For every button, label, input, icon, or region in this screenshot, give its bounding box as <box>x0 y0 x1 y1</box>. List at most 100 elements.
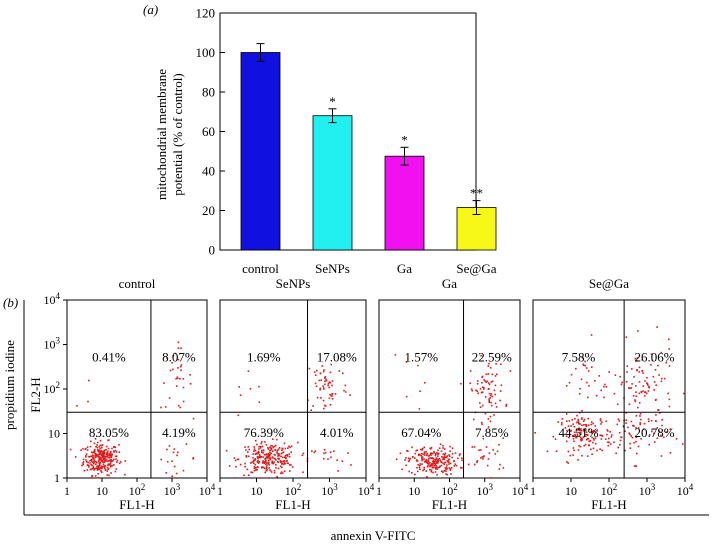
flow-event <box>100 454 103 456</box>
flow-event <box>480 421 483 424</box>
flow-event <box>619 439 622 442</box>
flow-event <box>592 447 595 450</box>
flow-event <box>182 469 185 472</box>
flow-event <box>485 446 488 448</box>
flow-event <box>637 406 639 409</box>
flow-event <box>599 419 602 422</box>
flow-event <box>546 450 549 453</box>
flow-event <box>319 372 322 374</box>
flow-event <box>243 474 245 477</box>
flow-event <box>447 461 449 463</box>
flow-event <box>653 441 656 443</box>
flow-event <box>171 475 173 478</box>
flow-event <box>430 446 433 449</box>
flow-event <box>442 471 444 474</box>
flow-event <box>587 417 589 420</box>
flow-event <box>266 462 268 464</box>
flow-event <box>100 470 102 472</box>
flow-event <box>238 386 240 388</box>
flow-x-tick-label: 104 <box>677 482 694 498</box>
flow-event <box>565 385 568 387</box>
flow-event <box>430 452 432 454</box>
flow-event <box>177 341 180 344</box>
flow-event <box>89 445 92 448</box>
flow-event <box>281 452 284 454</box>
flow-event <box>85 459 87 461</box>
flow-event <box>648 443 650 446</box>
flow-event <box>327 384 329 387</box>
flow-event <box>98 466 100 469</box>
flow-event <box>283 462 286 464</box>
flow-event <box>454 463 457 465</box>
flow-event <box>265 459 267 461</box>
flow-event <box>94 468 96 470</box>
flow-event <box>479 406 482 408</box>
flow-event <box>599 434 601 437</box>
flow-event <box>638 392 641 395</box>
flow-event <box>445 466 448 468</box>
flow-event <box>288 455 291 458</box>
flow-event <box>179 377 181 380</box>
flow-event <box>102 458 105 461</box>
flow-event <box>329 451 332 453</box>
flow-event <box>284 454 287 457</box>
flow-event <box>279 459 282 462</box>
flow-x-tick-label: 1 <box>530 484 536 498</box>
flow-event <box>648 386 650 389</box>
flow-dots-ga <box>394 354 512 479</box>
flow-event <box>419 468 421 470</box>
flow-event <box>260 442 262 445</box>
flow-event <box>592 441 594 444</box>
flow-event <box>665 361 667 364</box>
flow-event <box>192 457 195 459</box>
flow-event <box>608 437 610 440</box>
flow-event <box>165 472 167 474</box>
flow-event <box>607 430 609 432</box>
flow-event <box>489 367 492 369</box>
flow-event <box>622 425 625 427</box>
flow-event <box>434 466 436 469</box>
flow-event <box>328 386 330 389</box>
flow-event <box>580 438 582 440</box>
flow-event <box>251 461 253 463</box>
flow-event <box>617 418 620 420</box>
flow-event <box>98 458 101 460</box>
flow-event <box>483 387 485 389</box>
flow-event <box>555 450 558 452</box>
flow-event <box>91 474 93 477</box>
flow-event <box>182 378 185 380</box>
flow-event <box>271 445 274 447</box>
flow-event <box>114 455 117 458</box>
flow-event <box>323 452 325 455</box>
flow-event <box>437 466 440 469</box>
flow-x-tick-exponent: 4 <box>211 482 216 492</box>
flow-event <box>435 460 437 462</box>
flow-event <box>110 456 113 458</box>
flow-event <box>438 466 441 468</box>
flow-event <box>633 376 635 378</box>
flow-event <box>451 452 454 455</box>
flow-event <box>94 448 96 451</box>
flow-event <box>591 366 593 368</box>
flow-event <box>476 461 478 464</box>
flow-event <box>118 451 121 453</box>
flow-event <box>280 471 283 473</box>
flow-event <box>591 431 594 433</box>
quadrant-percent-upper-left-ga: 1.57% <box>404 350 438 365</box>
flow-event <box>490 404 493 407</box>
flow-event <box>570 425 572 427</box>
flow-event <box>234 477 236 479</box>
flow-event <box>256 443 258 446</box>
flow-event <box>94 475 97 477</box>
quadrant-percent-lower-left-ga: 67.04% <box>401 425 441 440</box>
flow-event <box>421 449 423 451</box>
flow-event <box>265 469 268 472</box>
flow-event <box>269 458 272 461</box>
flow-event <box>585 438 588 441</box>
flow-event <box>89 455 92 458</box>
flow-event <box>105 456 108 458</box>
panel-b-label: (b) <box>3 295 18 310</box>
flow-event <box>408 470 410 473</box>
flow-event <box>599 418 602 420</box>
flow-event <box>252 453 254 455</box>
